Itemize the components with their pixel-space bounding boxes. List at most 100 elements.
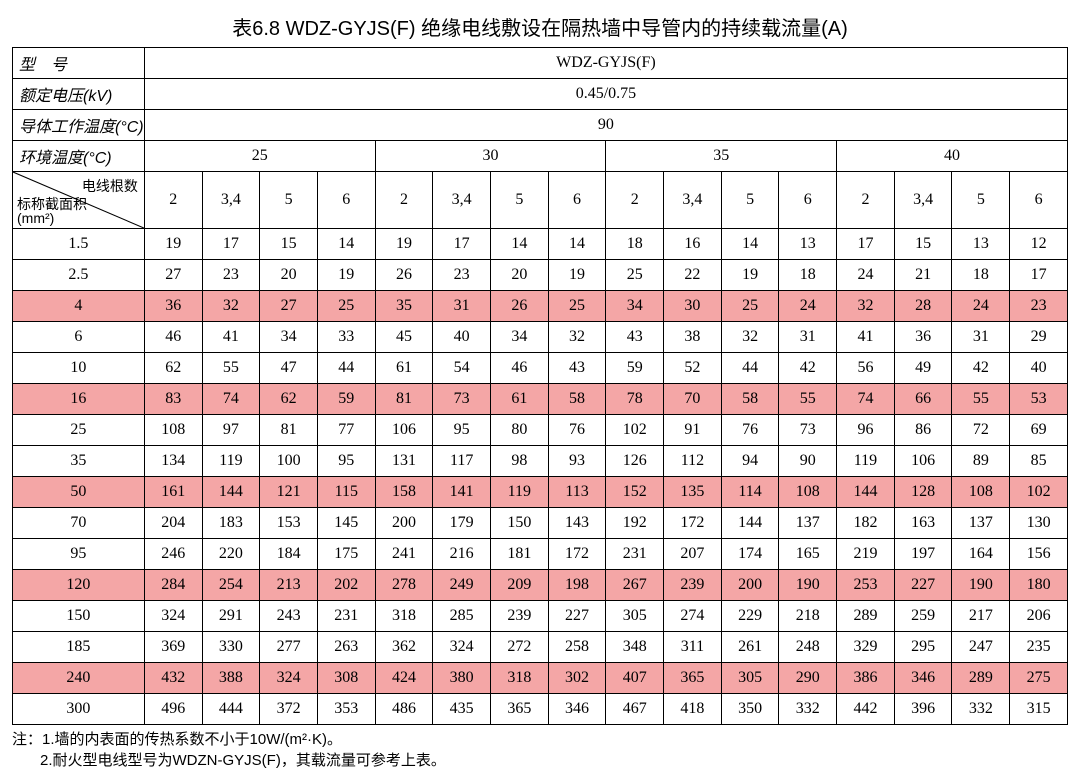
table-row: 436322725353126253430252432282423 [13, 291, 1068, 322]
data-cell: 119 [202, 446, 260, 477]
data-cell: 17 [202, 229, 260, 260]
data-cell: 59 [317, 384, 375, 415]
data-cell: 386 [837, 663, 895, 694]
data-cell: 407 [606, 663, 664, 694]
data-cell: 235 [1010, 632, 1068, 663]
data-cell: 100 [260, 446, 318, 477]
data-cell: 85 [1010, 446, 1068, 477]
table-row: 2510897817710695807610291767396867269 [13, 415, 1068, 446]
cond-temp-label: 导体工作温度(°C) [13, 110, 145, 141]
data-cell: 44 [317, 353, 375, 384]
subcol-header: 5 [721, 172, 779, 229]
data-cell: 42 [952, 353, 1010, 384]
data-cell: 24 [779, 291, 837, 322]
data-cell: 291 [202, 601, 260, 632]
data-cell: 365 [490, 694, 548, 725]
data-cell: 241 [375, 539, 433, 570]
table-row: 5016114412111515814111911315213511410814… [13, 477, 1068, 508]
data-cell: 324 [433, 632, 491, 663]
subcol-header: 5 [260, 172, 318, 229]
data-cell: 126 [606, 446, 664, 477]
data-cell: 274 [664, 601, 722, 632]
data-cell: 40 [433, 322, 491, 353]
row-label: 300 [13, 694, 145, 725]
diag-bot: 标称截面积(mm²) [17, 197, 87, 226]
data-cell: 25 [721, 291, 779, 322]
data-cell: 467 [606, 694, 664, 725]
data-cell: 22 [664, 260, 722, 291]
data-cell: 179 [433, 508, 491, 539]
data-cell: 278 [375, 570, 433, 601]
data-cell: 24 [837, 260, 895, 291]
data-cell: 143 [548, 508, 606, 539]
voltage-label: 额定电压(kV) [13, 79, 145, 110]
data-cell: 253 [837, 570, 895, 601]
data-cell: 90 [779, 446, 837, 477]
row-label: 50 [13, 477, 145, 508]
data-cell: 30 [664, 291, 722, 322]
data-cell: 435 [433, 694, 491, 725]
data-cell: 207 [664, 539, 722, 570]
data-cell: 95 [317, 446, 375, 477]
data-cell: 144 [202, 477, 260, 508]
data-cell: 350 [721, 694, 779, 725]
data-cell: 442 [837, 694, 895, 725]
data-cell: 74 [837, 384, 895, 415]
subcol-header: 2 [144, 172, 202, 229]
data-cell: 330 [202, 632, 260, 663]
data-cell: 13 [779, 229, 837, 260]
data-cell: 353 [317, 694, 375, 725]
subcol-header: 3,4 [433, 172, 491, 229]
data-cell: 66 [894, 384, 952, 415]
data-cell: 102 [1010, 477, 1068, 508]
data-cell: 114 [721, 477, 779, 508]
data-cell: 19 [721, 260, 779, 291]
data-cell: 45 [375, 322, 433, 353]
data-cell: 243 [260, 601, 318, 632]
data-cell: 14 [548, 229, 606, 260]
data-cell: 36 [144, 291, 202, 322]
subcol-header: 5 [952, 172, 1010, 229]
data-cell: 41 [837, 322, 895, 353]
data-cell: 23 [433, 260, 491, 291]
subcol-header: 2 [375, 172, 433, 229]
data-cell: 80 [490, 415, 548, 446]
data-cell: 25 [317, 291, 375, 322]
data-cell: 277 [260, 632, 318, 663]
data-cell: 258 [548, 632, 606, 663]
subcol-header: 2 [606, 172, 664, 229]
data-cell: 308 [317, 663, 375, 694]
data-cell: 53 [1010, 384, 1068, 415]
data-cell: 324 [144, 601, 202, 632]
data-cell: 206 [1010, 601, 1068, 632]
data-cell: 42 [779, 353, 837, 384]
data-cell: 284 [144, 570, 202, 601]
table-row: 2404323883243084243803183024073653052903… [13, 663, 1068, 694]
data-cell: 486 [375, 694, 433, 725]
data-cell: 311 [664, 632, 722, 663]
row-label: 6 [13, 322, 145, 353]
table-row: 646413433454034324338323141363129 [13, 322, 1068, 353]
data-cell: 28 [894, 291, 952, 322]
data-cell: 72 [952, 415, 1010, 446]
amb-temp-label: 环境温度(°C) [13, 141, 145, 172]
row-label: 240 [13, 663, 145, 694]
subcol-header: 2 [837, 172, 895, 229]
data-cell: 81 [375, 384, 433, 415]
data-cell: 49 [894, 353, 952, 384]
data-cell: 44 [721, 353, 779, 384]
data-cell: 249 [433, 570, 491, 601]
data-cell: 19 [375, 229, 433, 260]
data-cell: 227 [894, 570, 952, 601]
data-cell: 46 [490, 353, 548, 384]
data-cell: 346 [548, 694, 606, 725]
table-row: 1853693302772633623242722583483112612483… [13, 632, 1068, 663]
data-cell: 95 [433, 415, 491, 446]
data-cell: 200 [721, 570, 779, 601]
data-cell: 444 [202, 694, 260, 725]
data-cell: 182 [837, 508, 895, 539]
data-cell: 16 [664, 229, 722, 260]
data-cell: 78 [606, 384, 664, 415]
data-cell: 346 [894, 663, 952, 694]
data-cell: 26 [375, 260, 433, 291]
